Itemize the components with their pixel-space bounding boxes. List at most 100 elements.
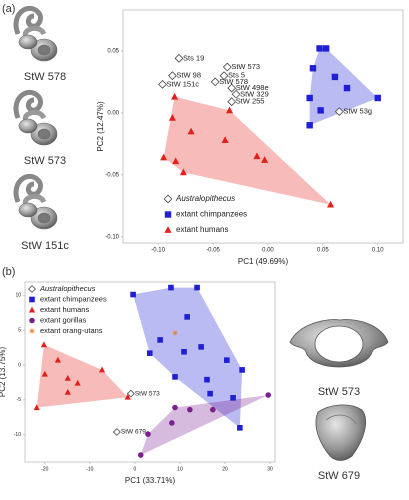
marker-diamond [112, 428, 121, 436]
marker-triangle [64, 388, 71, 395]
marker-square [164, 211, 172, 218]
legend-label: extant chimpanzees [176, 210, 247, 219]
point-label: StW 578 [219, 77, 248, 86]
marker-diamond [227, 97, 237, 107]
marker-triangle [327, 200, 335, 208]
x-tick-label: 0.10 [372, 248, 384, 254]
marker-circle [145, 431, 151, 437]
marker-circle [187, 406, 193, 413]
legend-label: extant humans [176, 225, 228, 234]
marker-diamond [126, 389, 135, 398]
y-tick-label: -10 [14, 432, 21, 438]
marker-diamond [334, 107, 344, 117]
y-tick-label: 5 [18, 327, 21, 333]
marker-diamond [28, 285, 36, 293]
marker-circle [265, 392, 272, 398]
legend-label: extant humans [40, 305, 89, 314]
x-axis-label: PC1 (33.71%) [125, 476, 176, 485]
marker-triangle [41, 370, 48, 377]
marker-triangle [40, 341, 47, 348]
marker-circle [210, 406, 216, 413]
plot-frame [24, 281, 276, 463]
point-label: StW 98 [176, 71, 201, 80]
marker-square [184, 314, 190, 320]
point-label: StW 255 [236, 97, 265, 106]
specimen-label: StW 151c [21, 240, 69, 252]
point-label: StW 329 [240, 89, 269, 98]
y-tick-label: 0.05 [107, 48, 119, 54]
specimen-image [13, 5, 58, 230]
point-label: StW 53g [343, 107, 372, 116]
x-axis-label: PC1 (49.69%) [238, 257, 289, 266]
marker-square [306, 94, 313, 102]
marker-square [224, 357, 230, 363]
group-hull [309, 48, 378, 126]
x-tick-label: -0.10 [151, 248, 165, 254]
point-label: Sts 5 [228, 71, 245, 80]
x-tick-label: -0.05 [206, 248, 220, 254]
marker-square [239, 367, 245, 373]
marker-triangle [124, 393, 131, 400]
legend-label: Australopithecus [175, 194, 235, 203]
marker-square [230, 395, 236, 401]
x-tick-label: 20 [222, 466, 228, 472]
marker-triangle [28, 306, 36, 313]
marker-diamond [210, 77, 220, 87]
marker-square [157, 337, 163, 343]
specimen-label: StW 578 [24, 71, 66, 83]
marker-circle [169, 420, 175, 426]
point-label: StW 151c [167, 79, 200, 88]
specimen-label: StW 573 [24, 155, 66, 167]
y-axis-label: PC2 (12.47%) [96, 101, 105, 152]
marker-square [374, 94, 381, 102]
x-tick-label: 0.05 [317, 248, 329, 254]
marker-triangle [172, 157, 180, 165]
marker-square [322, 45, 330, 52]
marker-square [146, 350, 153, 356]
x-tick-label: 10 [177, 466, 183, 472]
x-tick-label: 30 [267, 466, 273, 472]
marker-triangle [54, 356, 61, 363]
marker-diamond [163, 194, 173, 204]
group-hull [133, 287, 243, 428]
marker-square [130, 291, 136, 298]
plot-frame [122, 9, 404, 244]
y-tick-label: -0.10 [105, 234, 119, 240]
marker-star [171, 329, 179, 337]
marker-triangle [164, 226, 172, 233]
x-tick-label: 0 [134, 466, 137, 472]
marker-triangle [261, 156, 269, 163]
point-label: StW 498e [236, 83, 269, 92]
marker-diamond [231, 89, 241, 99]
point-label: StW 679 [121, 429, 146, 436]
legend-label: extant chimpanzees [40, 294, 107, 303]
marker-square [194, 284, 200, 291]
marker-square [181, 348, 187, 355]
marker-triangle [74, 379, 81, 386]
marker-diamond [222, 62, 232, 72]
point-label: Sts 19 [183, 53, 204, 62]
marker-square [29, 296, 35, 303]
marker-square [331, 73, 339, 81]
marker-square [317, 107, 324, 114]
y-tick-label: -0.05 [105, 172, 119, 178]
marker-triangle [98, 366, 106, 373]
marker-triangle [168, 113, 176, 121]
marker-diamond [227, 83, 237, 93]
marker-square [306, 122, 313, 129]
specimen-label: StW 573 [318, 386, 360, 398]
marker-square [204, 376, 210, 383]
marker-triangle [221, 136, 229, 144]
marker-square [172, 374, 178, 380]
panel-label: (a) [2, 3, 15, 15]
marker-diamond [168, 71, 177, 81]
legend-label: extant gorillas [40, 315, 87, 324]
x-tick-label: -20 [41, 466, 48, 472]
group-hull [163, 96, 331, 205]
marker-square [198, 344, 204, 350]
marker-circle [29, 317, 35, 324]
marker-triangle [253, 152, 261, 160]
marker-square [168, 284, 174, 291]
marker-circle [137, 452, 144, 458]
